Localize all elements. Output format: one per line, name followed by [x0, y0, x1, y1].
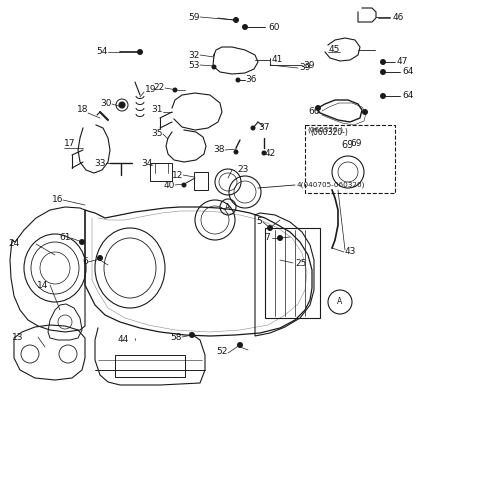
Text: A: A: [226, 203, 230, 212]
Text: (060320-): (060320-): [310, 128, 348, 136]
Text: 17: 17: [64, 140, 75, 148]
Circle shape: [242, 24, 248, 30]
Text: 42: 42: [265, 149, 276, 158]
Circle shape: [233, 149, 239, 155]
Circle shape: [251, 125, 255, 131]
Text: 37: 37: [258, 122, 269, 132]
Text: 64: 64: [402, 68, 413, 76]
Text: 47: 47: [397, 58, 408, 67]
Circle shape: [380, 69, 386, 75]
Text: 45: 45: [329, 46, 340, 55]
Circle shape: [315, 105, 321, 111]
Text: (060320-): (060320-): [307, 127, 343, 133]
Bar: [194, 172, 208, 190]
Text: 24: 24: [9, 240, 20, 249]
Bar: [150, 163, 172, 181]
Text: 39: 39: [303, 60, 314, 70]
Text: 34: 34: [142, 158, 153, 168]
Text: 44: 44: [118, 336, 129, 345]
Text: 66: 66: [309, 108, 320, 117]
Text: 43: 43: [345, 248, 356, 256]
Text: 54: 54: [96, 48, 108, 57]
Bar: [265, 228, 320, 318]
Text: 60: 60: [268, 23, 279, 32]
Text: 13: 13: [12, 333, 23, 341]
Bar: [115, 355, 185, 377]
Circle shape: [181, 182, 187, 188]
Text: 19: 19: [145, 84, 156, 94]
Text: 22: 22: [154, 84, 165, 93]
Text: 18: 18: [76, 106, 88, 115]
Text: 69: 69: [350, 139, 361, 147]
Text: 36: 36: [245, 75, 256, 84]
Text: 4(040705-060320): 4(040705-060320): [297, 182, 365, 188]
Text: 41: 41: [272, 56, 283, 64]
Circle shape: [79, 239, 85, 245]
Text: 64: 64: [402, 92, 413, 100]
Text: 25: 25: [295, 259, 306, 267]
Text: 69: 69: [342, 140, 354, 150]
Circle shape: [237, 342, 243, 348]
Text: 31: 31: [152, 106, 163, 115]
Text: 59: 59: [189, 12, 200, 22]
Circle shape: [380, 93, 386, 99]
Circle shape: [267, 225, 273, 231]
Text: 5: 5: [256, 216, 262, 226]
Text: 53: 53: [189, 60, 200, 70]
Text: 52: 52: [216, 348, 228, 357]
Circle shape: [262, 151, 266, 156]
Text: 46: 46: [393, 12, 404, 22]
Circle shape: [212, 64, 216, 70]
Circle shape: [189, 332, 195, 338]
Circle shape: [172, 87, 178, 93]
Text: 30: 30: [100, 98, 112, 108]
Text: 39: 39: [299, 63, 311, 72]
Circle shape: [236, 77, 240, 83]
Text: A: A: [337, 298, 343, 307]
Text: 61: 61: [60, 233, 71, 242]
Text: 6: 6: [82, 257, 88, 266]
Circle shape: [380, 59, 386, 65]
Circle shape: [233, 17, 239, 23]
Text: 40: 40: [164, 180, 175, 190]
Text: 33: 33: [95, 158, 106, 168]
Text: 58: 58: [170, 333, 182, 341]
Text: 14: 14: [36, 280, 48, 289]
Text: 7: 7: [264, 233, 270, 242]
Circle shape: [277, 235, 283, 241]
Text: 12: 12: [172, 170, 183, 180]
Circle shape: [119, 102, 125, 108]
Text: 38: 38: [214, 145, 225, 155]
Circle shape: [97, 255, 103, 261]
Text: 23: 23: [237, 166, 248, 175]
Circle shape: [362, 109, 368, 115]
Text: 35: 35: [152, 130, 163, 139]
Circle shape: [137, 49, 143, 55]
Text: 16: 16: [51, 195, 63, 204]
Text: 32: 32: [189, 50, 200, 60]
